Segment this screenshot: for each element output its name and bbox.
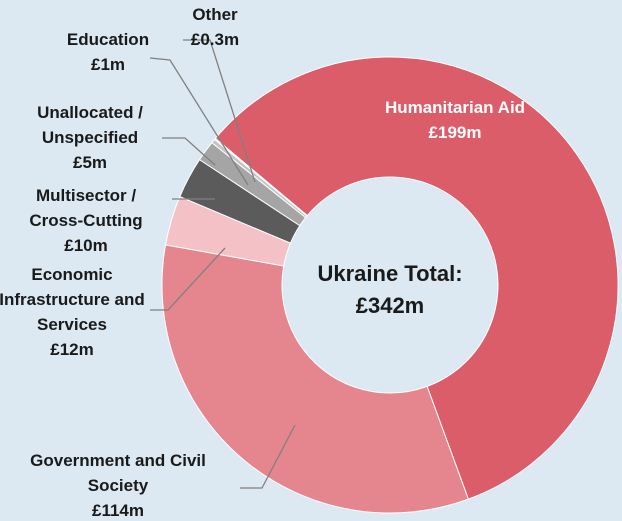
category-label: Unallocated / Unspecified [37,103,143,147]
category-label: Other [192,5,238,24]
leader-line [149,57,249,186]
slice-label: Other £0.3m [175,2,255,52]
leader-line [162,137,216,166]
category-label: Humanitarian Aid [384,98,526,117]
slices [161,56,619,514]
slice-label: Education £1m [48,27,168,77]
value-label: £199m [428,123,482,142]
leader-line [240,424,296,489]
value-label: £1m [90,55,126,74]
donut-slice [213,137,308,217]
donut-slice [214,56,619,500]
center-total: £342m [355,293,425,318]
leader-lines [149,39,296,489]
leader-line [183,39,256,183]
slice-label: Unallocated / Unspecified £5m [15,100,165,175]
value-label: £12m [50,340,94,359]
leader-line [150,247,226,311]
value-label: £10m [64,236,108,255]
slice-label: Economic Infrastructure and Services £12m [0,262,147,362]
category-label: Economic Infrastructure and Services [0,265,145,334]
value-label: £5m [72,153,108,172]
donut-slice [161,244,469,514]
center-title: Ukraine Total: [317,261,463,286]
slice-label: Multisector / Cross-Cutting £10m [11,183,161,258]
slice-label: Government and Civil Society £114m [0,448,238,521]
category-label: Education [66,30,150,49]
value-label: £114m [92,501,144,520]
center-label: Ukraine Total: £342m [317,258,462,322]
value-label: £0.3m [190,30,240,49]
slice-label: Humanitarian Aid £199m [375,95,535,145]
category-label: Multisector / Cross-Cutting [29,186,143,230]
category-label: Government and Civil Society [30,451,206,495]
